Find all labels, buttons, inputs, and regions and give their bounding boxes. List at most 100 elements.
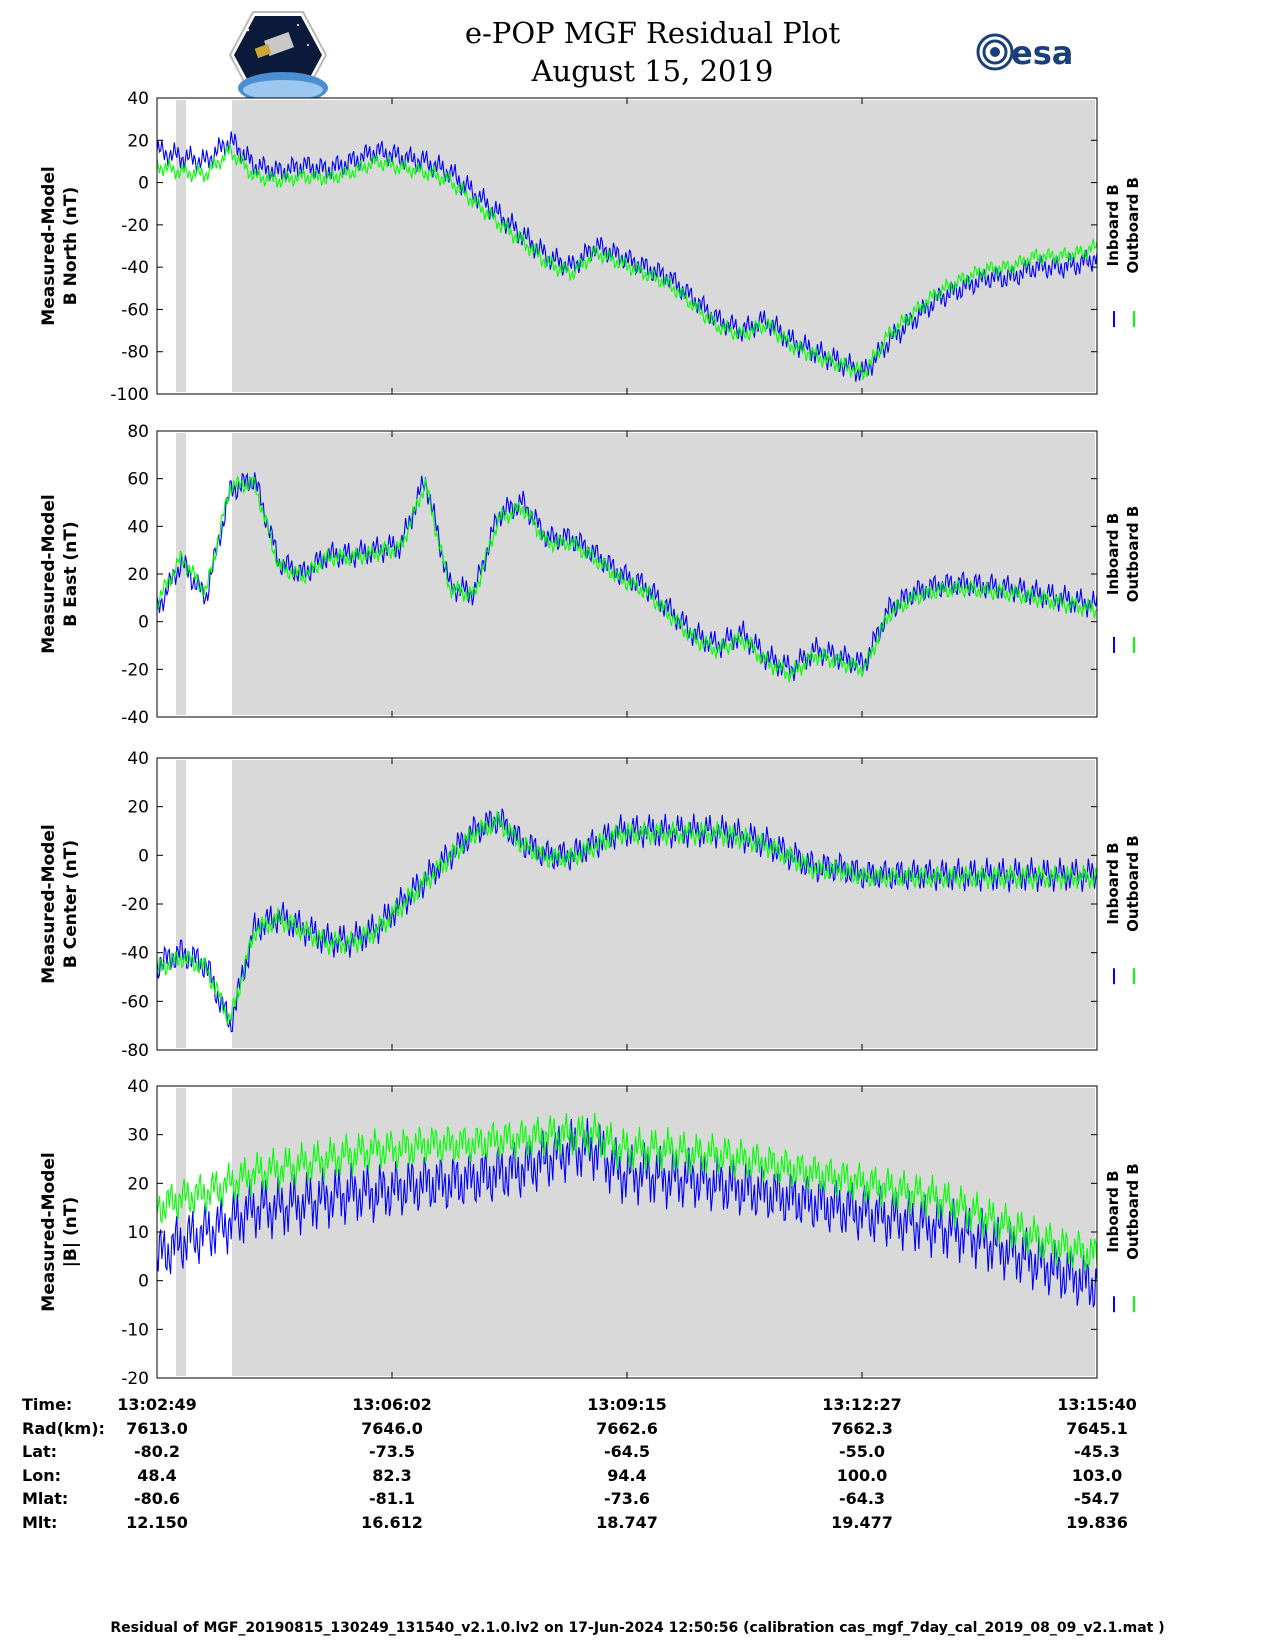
orbit-info-row: Lon: 48.4 82.3 94.4 100.0 103.0: [0, 1464, 1275, 1488]
chart-panel-4: -20 -10 0 10 20 30 40 Measured-Model |B| (nT) Inb…: [39, 1077, 1142, 1389]
orbit-info-value: 7646.0: [361, 1418, 423, 1438]
series-line-inboard: [156, 472, 1098, 682]
orbit-info-value: 18.747: [596, 1512, 658, 1532]
y-tick-label: 0: [138, 1272, 149, 1292]
y-axis-label: B Center (nT): [61, 840, 81, 968]
legend-label: Outboard B: [1124, 177, 1142, 274]
legend-label: Inboard B: [1104, 184, 1122, 266]
chart-panel-2: -40 -20 0 20 40 60 80 Measured-Model B East (nT)…: [39, 422, 1142, 728]
y-tick-label: 0: [138, 846, 149, 866]
y-tick-label: 30: [127, 1126, 149, 1146]
chart-title: e-POP MGF Residual Plot: [464, 16, 841, 50]
orbit-info-value: 94.4: [607, 1465, 647, 1485]
chart-panel-3: -80 -60 -40 -20 0 20 40 Measured-Model B Center …: [39, 749, 1142, 1061]
y-tick-label: 20: [127, 131, 149, 151]
series-line-inboard: [156, 1118, 1098, 1308]
y-tick-label: -40: [121, 944, 149, 964]
orbit-info-row: Mlt: 12.150 16.612 18.747 19.477 19.836: [0, 1511, 1275, 1535]
esa-logo-text: esa: [1011, 34, 1073, 72]
series-line-outboard: [156, 810, 1098, 1025]
y-tick-label: 10: [127, 1223, 149, 1243]
y-tick-label: -60: [121, 992, 149, 1012]
orbit-info-value: 19.477: [831, 1512, 893, 1532]
series-line-outboard: [156, 1112, 1098, 1271]
orbit-info-value: 13:12:27: [822, 1395, 902, 1414]
orbit-info-label: Mlat:: [22, 1489, 69, 1508]
orbit-info-value: 7645.1: [1066, 1418, 1128, 1438]
y-tick-label: -80: [121, 343, 149, 363]
y-tick-label: 40: [127, 89, 149, 109]
y-tick-label: 20: [127, 1174, 149, 1194]
y-tick-label: 60: [127, 470, 149, 490]
y-tick-label: 40: [127, 517, 149, 537]
orbit-info-value: -73.5: [368, 1442, 416, 1461]
orbit-info-row: Mlat: -80.6 -81.1 -73.6 -64.3 -54.7: [0, 1487, 1275, 1511]
orbit-info-value: -55.0: [838, 1442, 886, 1461]
legend-label: Inboard B: [1104, 1170, 1122, 1252]
footer-caption: Residual of MGF_20190815_130249_131540_v…: [110, 1620, 1165, 1636]
y-tick-label: 0: [138, 174, 149, 194]
y-tick-label: 20: [127, 798, 149, 818]
y-axis-label: |B| (nT): [61, 1197, 81, 1268]
orbit-info-label: Rad(km):: [22, 1418, 105, 1438]
shaded-region: [232, 100, 1095, 392]
chart-date: August 15, 2019: [531, 54, 774, 88]
series-line-inboard: [156, 131, 1098, 382]
orbit-info-value: 7613.0: [126, 1418, 188, 1438]
y-axis-label: Measured-Model: [39, 1152, 59, 1311]
orbit-info-value: 13:15:40: [1057, 1395, 1137, 1414]
shaded-region: [176, 433, 186, 715]
shaded-region: [232, 760, 1095, 1048]
series-line-outboard: [156, 475, 1098, 683]
y-tick-label: 20: [127, 565, 149, 585]
orbit-info-label: Lon:: [22, 1465, 61, 1485]
orbit-info-value: -73.6: [603, 1489, 651, 1508]
orbit-info-value: -54.7: [1073, 1489, 1121, 1508]
orbit-info-row: Rad(km): 7613.0 7646.0 7662.6 7662.3 7645.1: [0, 1417, 1275, 1441]
orbit-info-value: -80.6: [133, 1489, 181, 1508]
orbit-info-label: Mlt:: [22, 1512, 58, 1532]
orbit-info-value: -64.3: [838, 1489, 886, 1508]
shaded-region: [232, 1088, 1095, 1376]
mission-patch-logo: [228, 11, 328, 100]
orbit-info-value: -45.3: [1073, 1442, 1121, 1461]
legend-label: Outboard B: [1124, 1163, 1142, 1260]
orbit-info-value: 12.150: [126, 1512, 188, 1532]
orbit-info-value: -80.2: [133, 1442, 181, 1461]
orbit-info-value: 7662.6: [596, 1418, 658, 1438]
title-block: e-POP MGF Residual Plot August 15, 2019: [380, 14, 925, 90]
shaded-region: [176, 760, 186, 1048]
y-tick-label: 0: [138, 613, 149, 633]
orbit-info-value: 7662.3: [831, 1418, 893, 1438]
y-tick-label: -20: [121, 1369, 149, 1389]
y-tick-label: -60: [121, 300, 149, 320]
series-line-inboard: [156, 808, 1098, 1033]
y-tick-label: 80: [127, 422, 149, 442]
orbit-info-label: Time:: [22, 1395, 73, 1414]
y-tick-label: 40: [127, 1077, 149, 1097]
y-axis-label: Measured-Model: [39, 494, 59, 653]
orbit-info-value: 100.0: [836, 1465, 888, 1485]
y-axis-label: Measured-Model: [39, 824, 59, 983]
orbit-info-value: -81.1: [368, 1489, 416, 1508]
orbit-info-value: 13:06:02: [352, 1395, 432, 1414]
y-axis-label: B East (nT): [61, 521, 81, 626]
y-tick-label: -20: [121, 895, 149, 915]
orbit-info-value: 48.4: [137, 1465, 177, 1485]
chart-panel-1: -100 -80 -60 -40 -20 0 20 40 Measured-Model B Nor…: [39, 89, 1142, 405]
legend-label: Inboard B: [1104, 513, 1122, 595]
orbit-info-row: Lat: -80.2 -73.5 -64.5 -55.0 -45.3: [0, 1440, 1275, 1464]
orbit-info-value: 16.612: [361, 1512, 423, 1532]
orbit-info-value: 13:09:15: [587, 1395, 667, 1414]
y-axis-label: Measured-Model: [39, 166, 59, 325]
legend-label: Outboard B: [1124, 835, 1142, 932]
orbit-info-row: Time: 13:02:49 13:06:02 13:09:15 13:12:27 13:…: [0, 1393, 1275, 1417]
legend-label: Outboard B: [1124, 506, 1142, 603]
orbit-info-value: 82.3: [372, 1465, 412, 1485]
shaded-region: [176, 100, 186, 392]
y-axis-label: B North (nT): [61, 187, 81, 306]
esa-logo: esa: [976, 33, 1073, 72]
orbit-info-value: 103.0: [1071, 1465, 1123, 1485]
y-tick-label: -80: [121, 1041, 149, 1061]
